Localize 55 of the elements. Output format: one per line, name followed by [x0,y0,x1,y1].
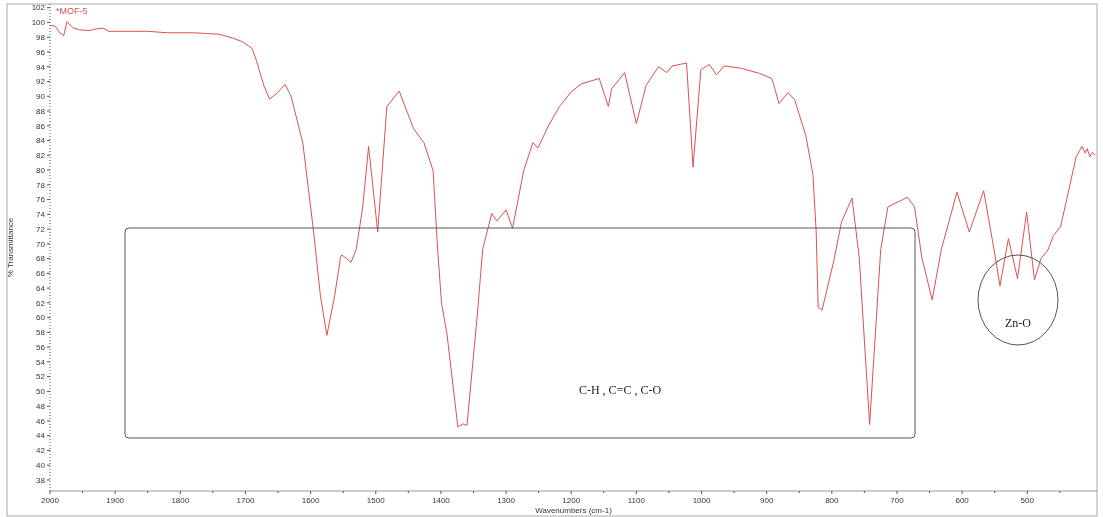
x-tick-label: 2000 [41,496,60,505]
y-tick-label: 96 [36,47,46,57]
y-tick-label: 40 [36,460,46,470]
y-tick-label: 50 [36,387,46,397]
x-tick-label: 1500 [366,496,386,505]
y-tick-label: 52 [36,372,46,382]
series-label: *MOF-5 [56,6,88,16]
y-tick-label: 88 [36,106,46,116]
x-tick-label: 1000 [692,496,711,505]
y-tick-label: 44 [36,431,46,441]
x-tick-label: 1800 [171,496,190,505]
y-tick-label: 80 [36,165,46,175]
x-tick-label: 1400 [432,496,451,505]
x-tick-label: 1700 [236,496,255,505]
y-tick-label: 66 [36,269,46,279]
y-tick-label: 54 [36,357,46,367]
x-tick-label: 1300 [497,496,516,505]
y-tick-label: 42 [36,446,46,456]
y-tick-label: 76 [36,195,46,205]
x-tick-label: 700 [890,496,905,505]
y-tick-label: 38 [36,475,46,485]
annotation: C-H , C=C , C-O [578,383,662,397]
x-tick-label: 800 [825,496,840,505]
y-tick-label: 86 [36,121,46,131]
y-tick-label: 68 [36,254,46,264]
y-tick-label: 56 [36,342,46,352]
x-axis-title: Wavenumbers (cm-1) [535,506,613,515]
x-tick-label: 1100 [627,496,646,505]
y-tick-label: 74 [36,210,46,220]
y-tick-label: 92 [36,77,46,87]
x-tick-label: 1600 [301,496,321,505]
y-tick-label: 82 [36,151,46,161]
line-series [49,21,1096,428]
x-tick-label: 1900 [106,496,125,505]
y-tick-label: 64 [36,283,46,293]
y-tick-label: 62 [36,298,46,308]
y-tick-label: 102 [31,3,46,13]
y-tick-label: 98 [36,33,46,42]
x-tick-label: 600 [955,496,970,505]
y-tick-label: 72 [36,224,46,234]
y-tick-label: 48 [36,401,46,411]
y-tick-label: 78 [36,180,46,190]
x-tick-label: 900 [760,496,774,505]
y-tick-label: 84 [36,136,46,146]
y-tick-label: 94 [36,62,46,72]
annotation: Zn-O [1005,316,1032,330]
y-tick-label: 70 [36,239,46,249]
y-tick-label: 58 [36,328,46,338]
x-tick-label: 1200 [562,496,581,505]
y-tick-label: 100 [31,18,46,28]
y-axis-title: % Transmittance [6,217,15,278]
y-tick-label: 46 [36,416,46,426]
x-tick-label: 500 [1020,496,1035,505]
y-tick-label: 90 [36,92,46,102]
y-tick-label: 60 [36,313,46,323]
